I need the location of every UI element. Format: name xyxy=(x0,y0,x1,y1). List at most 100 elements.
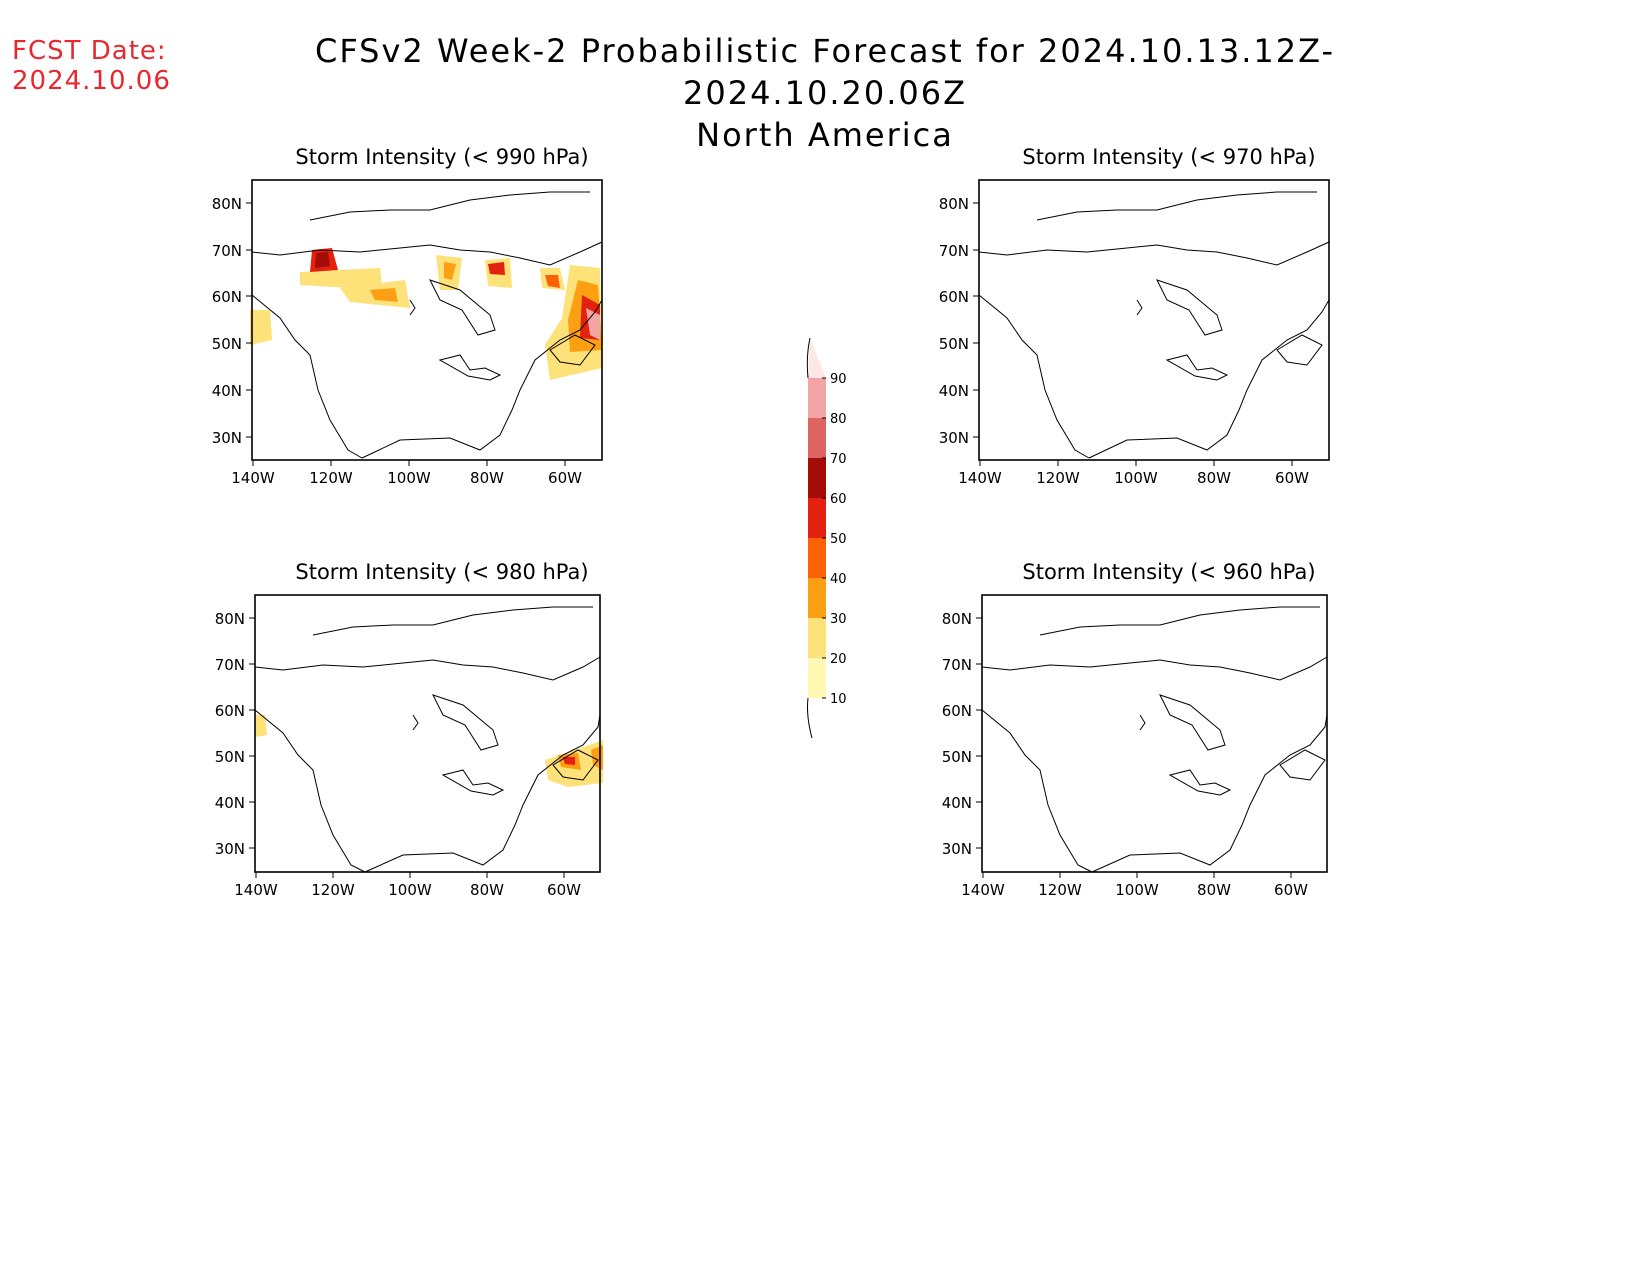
lat-label: 80N xyxy=(939,195,969,213)
colorbar-svg: 10 20 30 40 50 60 70 80 90 xyxy=(806,337,847,739)
coastline xyxy=(978,191,1330,459)
lon-label: 60W xyxy=(1274,881,1308,899)
coastline xyxy=(254,606,601,873)
lat-ticks: 30N 40N 50N 60N 70N 80N xyxy=(212,195,252,447)
lon-label: 60W xyxy=(1275,469,1309,487)
lat-label: 60N xyxy=(942,702,972,720)
title-line-2: North America xyxy=(696,116,954,154)
lat-label: 80N xyxy=(212,195,242,213)
lon-label: 100W xyxy=(1114,469,1158,487)
probability-shading xyxy=(255,715,603,787)
lat-label: 40N xyxy=(939,382,969,400)
colorbar-bottom-tip xyxy=(807,697,813,739)
lon-label: 80W xyxy=(470,469,504,487)
lon-label: 100W xyxy=(387,469,431,487)
fcst-date-value: 2024.10.06 xyxy=(12,66,171,96)
lon-label: 120W xyxy=(1038,881,1082,899)
colorbar-box xyxy=(808,378,826,418)
probability-shading xyxy=(250,248,602,380)
lon-label: 100W xyxy=(1115,881,1159,899)
lat-label: 50N xyxy=(942,748,972,766)
colorbar-top-tip xyxy=(808,338,826,378)
lat-label: 60N xyxy=(215,702,245,720)
colorbar-box xyxy=(808,658,826,698)
lon-label: 120W xyxy=(309,469,353,487)
lat-ticks: 30N 40N 50N 60N 70N 80N xyxy=(942,610,982,858)
lat-label: 60N xyxy=(939,288,969,306)
lon-ticks: 140W 120W 100W 80W 60W xyxy=(234,872,581,899)
lon-ticks: 140W 120W 100W 80W 60W xyxy=(961,872,1308,899)
lat-label: 80N xyxy=(942,610,972,628)
lat-label: 40N xyxy=(212,382,242,400)
lat-label: 30N xyxy=(212,429,242,447)
map-panel-990: Storm Intensity (< 990 hPa) xyxy=(212,145,603,487)
lat-ticks: 30N 40N 50N 60N 70N 80N xyxy=(215,610,255,858)
lat-label: 70N xyxy=(939,242,969,260)
title-line-1: CFSv2 Week-2 Probabilistic Forecast for … xyxy=(314,32,1336,112)
panel-970: Storm Intensity (< 970 hPa) 30N 40N 50N … xyxy=(927,140,1367,514)
panel-980: Storm Intensity (< 980 hPa) 30N 40N 50N xyxy=(203,555,643,929)
colorbar-labels: 10 20 30 40 50 60 70 80 90 xyxy=(822,372,847,707)
panel-990: Storm Intensity (< 990 hPa) xyxy=(200,140,640,514)
lon-label: 140W xyxy=(958,469,1002,487)
colorbar-label: 60 xyxy=(830,492,847,507)
lat-label: 60N xyxy=(212,288,242,306)
lat-label: 70N xyxy=(212,242,242,260)
lon-label: 140W xyxy=(234,881,278,899)
colorbar-top-outline xyxy=(806,337,811,379)
colorbar: 10 20 30 40 50 60 70 80 90 xyxy=(790,325,860,749)
map-panel-960: Storm Intensity (< 960 hPa) 30N 40N 50N … xyxy=(942,560,1328,899)
colorbar-label: 90 xyxy=(830,372,847,387)
lon-label: 80W xyxy=(1197,469,1231,487)
lon-label: 140W xyxy=(231,469,275,487)
colorbar-box xyxy=(808,538,826,578)
lat-label: 50N xyxy=(939,335,969,353)
panel-title: Storm Intensity (< 970 hPa) xyxy=(1022,145,1315,169)
colorbar-box xyxy=(808,458,826,498)
coastline xyxy=(251,191,603,459)
colorbar-boxes xyxy=(806,337,826,739)
lat-label: 80N xyxy=(215,610,245,628)
lat-label: 40N xyxy=(215,794,245,812)
lat-label: 50N xyxy=(212,335,242,353)
colorbar-label: 80 xyxy=(830,412,847,427)
lat-label: 30N xyxy=(939,429,969,447)
map-frame xyxy=(981,594,1328,873)
colorbar-box xyxy=(808,418,826,458)
colorbar-box xyxy=(808,578,826,618)
colorbar-label: 70 xyxy=(830,452,847,467)
colorbar-label: 30 xyxy=(830,612,847,627)
colorbar-box xyxy=(808,498,826,538)
lat-label: 50N xyxy=(215,748,245,766)
fcst-date-label: FCST Date: xyxy=(12,36,167,66)
lat-label: 30N xyxy=(942,840,972,858)
lon-label: 100W xyxy=(388,881,432,899)
map-frame xyxy=(251,179,603,461)
forecast-date-label: FCST Date: 2024.10.06 xyxy=(12,36,171,96)
map-frame xyxy=(978,179,1330,461)
lon-label: 80W xyxy=(1197,881,1231,899)
colorbar-label: 20 xyxy=(830,652,847,667)
colorbar-label: 40 xyxy=(830,572,847,587)
panel-960: Storm Intensity (< 960 hPa) 30N 40N 50N … xyxy=(930,555,1370,929)
lat-label: 70N xyxy=(215,656,245,674)
colorbar-label: 10 xyxy=(830,692,847,707)
page-title: CFSv2 Week-2 Probabilistic Forecast for … xyxy=(180,30,1470,156)
map-panel-980: Storm Intensity (< 980 hPa) 30N 40N 50N xyxy=(215,560,603,899)
coastline xyxy=(981,606,1328,873)
lat-label: 30N xyxy=(215,840,245,858)
lat-label: 70N xyxy=(942,656,972,674)
panel-title: Storm Intensity (< 980 hPa) xyxy=(295,560,588,584)
lon-ticks: 140W 120W 100W 80W 60W xyxy=(958,460,1309,487)
colorbar-box xyxy=(808,618,826,658)
lat-ticks: 30N 40N 50N 60N 70N 80N xyxy=(939,195,979,447)
map-frame xyxy=(254,594,601,873)
lat-label: 40N xyxy=(942,794,972,812)
lon-label: 80W xyxy=(470,881,504,899)
lon-label: 140W xyxy=(961,881,1005,899)
lon-label: 120W xyxy=(1036,469,1080,487)
panel-title: Storm Intensity (< 990 hPa) xyxy=(295,145,588,169)
colorbar-label: 50 xyxy=(830,532,847,547)
lon-label: 120W xyxy=(311,881,355,899)
lon-label: 60W xyxy=(547,881,581,899)
